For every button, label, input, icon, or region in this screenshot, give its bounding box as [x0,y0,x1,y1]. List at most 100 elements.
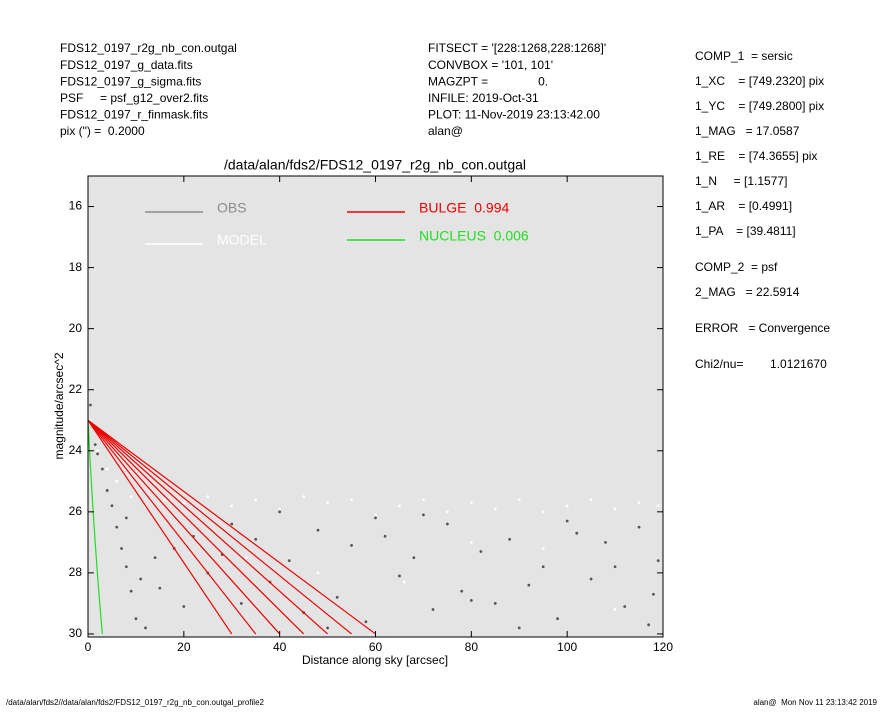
data-point [182,605,186,608]
header-line: FDS12_0197_g_sigma.fits [60,74,201,88]
x-axis-label: Distance along sky [arcsec] [302,653,448,667]
y-tick-label: 24 [69,443,83,457]
plot-border [87,175,664,638]
data-point [604,540,607,544]
data-point [656,559,660,563]
data-point [541,510,545,514]
fit-parameter: 1_AR = [0.4991] [695,199,792,213]
data-point [206,495,210,498]
fit-parameter: 1_MAG = 17.0587 [695,124,800,138]
data-point [124,565,128,569]
data-point [278,510,282,514]
data-point [575,531,579,535]
data-point [460,589,464,593]
plot-data [88,403,660,635]
header-line: PSF = psf_g12_over2.fits [60,91,208,105]
x-tick-label: 40 [273,640,287,654]
data-point [239,602,243,605]
data-point [139,577,143,581]
data-point [100,467,104,471]
header-line: pix (") = 0.2000 [60,124,145,138]
data-point [589,498,593,502]
profile-line [88,419,305,635]
data-point [115,479,119,483]
data-point [326,501,329,505]
fit-parameter: 1_XC = [749.2320] pix [695,74,824,88]
y-tick-label: 16 [69,199,83,213]
data-point [134,617,138,621]
profile-line [88,419,328,635]
data-point [374,513,377,517]
data-point [556,617,559,621]
data-point [613,565,617,569]
data-point [153,556,157,560]
header-line: PLOT: 11-Nov-2019 23:13:42.00 [428,108,600,122]
data-point [105,489,109,492]
data-point [527,583,531,587]
data-point [383,534,387,538]
data-point [652,592,655,596]
data-point [110,504,114,508]
footer-right: alan@ Mon Nov 11 23:13:42 2019 [753,698,877,707]
data-point [182,501,186,505]
data-point [93,443,97,447]
x-tick-label: 20 [177,640,191,654]
fit-parameter: ERROR = Convergence [695,321,830,335]
header-line: INFILE: 2019-Oct-31 [428,91,539,105]
data-point [469,598,473,602]
data-point [120,547,123,550]
data-point [105,467,109,471]
data-point [254,498,258,502]
data-point [96,449,99,453]
data-point [316,571,320,575]
data-point [96,452,99,456]
fit-parameter: Chi2/nu= 1.0121670 [695,357,827,371]
header-line: alan@ [428,124,463,138]
data-point [637,501,641,505]
data-point [287,559,291,563]
x-tick-label: 60 [369,640,383,654]
data-point [445,522,449,526]
data-point [316,528,320,532]
data-point [398,504,401,508]
data-point [637,525,641,529]
fit-parameter: COMP_2 = psf [695,260,778,274]
data-point [623,605,627,608]
x-tick-label: 0 [85,640,92,654]
data-point [656,504,660,508]
fit-parameter: COMP_1 = sersic [695,49,793,63]
profile-line [88,419,281,635]
data-point [493,602,497,605]
header-line: MAGZPT = 0. [428,74,548,88]
data-point [88,403,92,407]
data-point [508,537,512,541]
footer-left: /data/alan/fds2//data/alan/fds2/FDS12_01… [6,698,265,707]
data-point [422,513,425,517]
data-point [278,507,282,511]
fit-parameter: 1_N = [1.1577] [695,174,787,188]
y-axis-label: magnitude/arcsec^2 [52,352,66,459]
data-point [244,556,248,560]
data-point [493,507,497,511]
data-point [364,620,368,624]
y-tick-label: 26 [69,504,83,518]
data-point [613,608,617,611]
data-point [479,550,483,553]
data-point [398,574,401,578]
data-point [230,522,234,526]
profile-line [88,419,352,635]
profile-line [88,419,376,635]
data-point [541,547,545,550]
y-tick-label: 28 [69,565,83,579]
data-point [445,510,449,514]
data-point [230,504,234,508]
y-tick-label: 18 [69,260,83,274]
fit-parameter: 1_RE = [74.3655] pix [695,149,817,163]
data-point [431,608,435,611]
header-line: FDS12_0197_r_finmask.fits [60,108,208,122]
plot-area [88,176,663,637]
data-point [374,516,377,520]
data-point [335,595,339,599]
